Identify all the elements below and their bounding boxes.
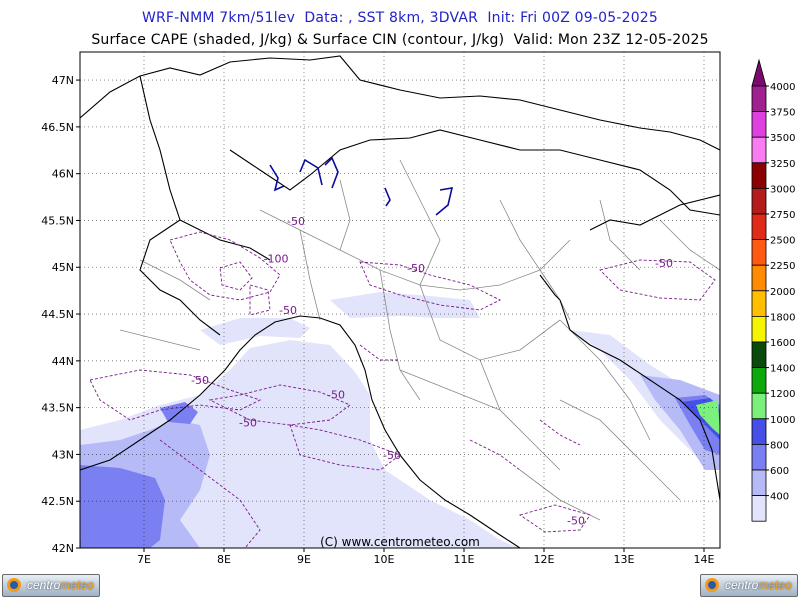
cape-400-po bbox=[330, 292, 480, 318]
centrometeo-logo-right[interactable]: centrometeo bbox=[700, 574, 798, 597]
lat-tick-label: 44N bbox=[52, 355, 74, 368]
legend-label: 3500 bbox=[770, 133, 795, 144]
lat-tick-label: 45.5N bbox=[41, 214, 74, 227]
legend-swatch bbox=[751, 418, 767, 445]
legend-swatch bbox=[751, 85, 767, 113]
legend-swatch bbox=[751, 187, 767, 215]
cin-contour-label: -50 bbox=[383, 449, 401, 462]
admin-borders bbox=[119, 159, 720, 521]
lon-axis: 7E 8E 9E 10E 11E 12E 13E 14E bbox=[137, 548, 715, 566]
centrometeo-logo-left[interactable]: centrometeo bbox=[2, 574, 100, 597]
lat-tick-label: 42N bbox=[52, 542, 74, 555]
lon-tick-label: 9E bbox=[297, 553, 311, 566]
legend-swatch bbox=[751, 392, 767, 420]
cin-contour-label: -50 bbox=[239, 416, 257, 429]
legend-label: 3250 bbox=[770, 159, 795, 170]
cape-400-adr bbox=[570, 330, 720, 470]
legend-label: 600 bbox=[770, 466, 789, 477]
legend-label: 2500 bbox=[770, 236, 795, 247]
legend-label: 2000 bbox=[770, 287, 795, 298]
logo-text: centrometeo bbox=[725, 578, 792, 592]
cin-contour-label: -50 bbox=[191, 374, 209, 387]
cin-contour-label: -100 bbox=[264, 253, 289, 266]
lat-tick-label: 44.5N bbox=[41, 308, 74, 321]
legend-swatch bbox=[751, 495, 767, 522]
cape-1200-east bbox=[696, 400, 720, 435]
lon-tick-label: 13E bbox=[614, 553, 635, 566]
legend-label: 2750 bbox=[770, 210, 795, 221]
lat-axis: 47N 46.5N 46N 45.5N 45N 44.5N 44N 43.5N 43N 42.5N… bbox=[41, 74, 80, 555]
lon-tick-label: 11E bbox=[454, 553, 475, 566]
lat-tick-label: 42.5N bbox=[41, 495, 74, 508]
cin-contour-label: -50 bbox=[567, 515, 585, 528]
legend-label: 4000 bbox=[770, 82, 795, 93]
lat-tick-label: 45N bbox=[52, 261, 74, 274]
lon-tick-label: 7E bbox=[137, 553, 151, 566]
cin-contours bbox=[89, 231, 716, 548]
lat-tick-label: 46.5N bbox=[41, 121, 74, 134]
map-frame bbox=[79, 51, 721, 549]
lon-tick-label: 10E bbox=[374, 553, 395, 566]
lat-tick-label: 47N bbox=[52, 74, 74, 87]
cin-contour-label: -50 bbox=[287, 215, 305, 228]
cin-contour-label: -50 bbox=[279, 304, 297, 317]
legend-swatch bbox=[751, 111, 767, 138]
cape-shading bbox=[80, 292, 720, 548]
legend-swatch bbox=[751, 213, 767, 241]
lon-tick-label: 12E bbox=[534, 553, 555, 566]
cape-legend: 4000 3750 3500 3250 3000 2750 2500 2250 2000 1800… bbox=[751, 58, 795, 522]
cin-contour-label: -50 bbox=[407, 262, 425, 275]
national-borders bbox=[80, 55, 720, 336]
lakes bbox=[269, 156, 454, 216]
legend-label: 800 bbox=[770, 440, 789, 451]
legend-label: 1800 bbox=[770, 312, 795, 323]
lon-tick-label: 14E bbox=[694, 553, 715, 566]
cin-contour-label: -50 bbox=[327, 388, 345, 401]
legend-label: 3000 bbox=[770, 184, 795, 195]
logo-ring-icon bbox=[705, 578, 719, 592]
legend-swatch bbox=[751, 290, 767, 317]
legend-swatch bbox=[751, 367, 767, 394]
legend-top-arrow bbox=[751, 58, 767, 87]
legend-swatch bbox=[751, 315, 767, 343]
credit-text: (C) www.centrometeo.com bbox=[320, 535, 480, 549]
cape-800-sea bbox=[80, 465, 165, 548]
lat-tick-label: 43N bbox=[52, 448, 74, 461]
chart-title: WRF-NMM 7km/51lev Data: , SST 8km, 3DVAR… bbox=[141, 10, 659, 26]
legend-swatch bbox=[751, 443, 767, 471]
legend-label: 400 bbox=[770, 492, 789, 503]
lat-tick-label: 43.5N bbox=[41, 402, 74, 415]
legend-label: 1000 bbox=[770, 415, 795, 426]
legend-label: 1400 bbox=[770, 364, 795, 375]
legend-label: 2250 bbox=[770, 261, 795, 272]
logo-ring-icon bbox=[7, 578, 21, 592]
legend-label: 3750 bbox=[770, 108, 795, 119]
legend-swatch bbox=[751, 264, 767, 292]
logo-text: centrometeo bbox=[27, 578, 94, 592]
legend-swatch bbox=[751, 341, 767, 369]
lon-tick-label: 8E bbox=[217, 553, 231, 566]
legend-swatch bbox=[751, 469, 767, 497]
legend-swatch bbox=[751, 239, 767, 266]
legend-swatch bbox=[751, 136, 767, 164]
legend-swatch bbox=[751, 162, 767, 189]
legend-label: 1600 bbox=[770, 338, 795, 349]
legend-label: 1200 bbox=[770, 389, 795, 400]
lat-tick-label: 46N bbox=[52, 168, 74, 181]
chart-subtitle: Surface CAPE (shaded, J/kg) & Surface CI… bbox=[91, 32, 709, 48]
cin-contour-label: -50 bbox=[655, 257, 673, 270]
cape-400-ligur bbox=[200, 318, 310, 345]
